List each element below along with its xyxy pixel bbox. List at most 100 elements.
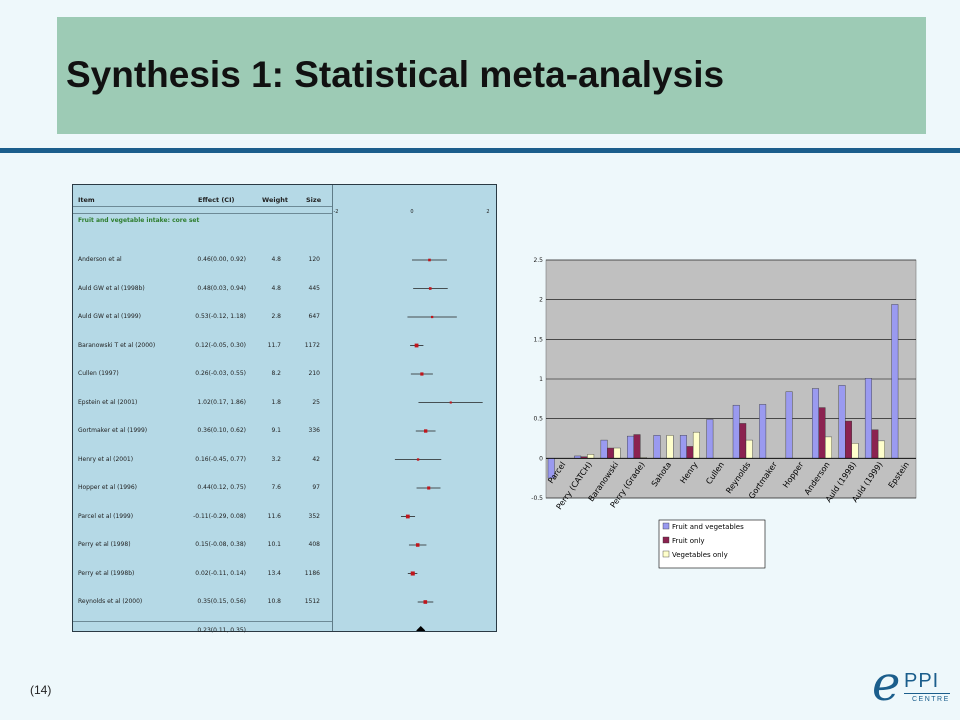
legend-label: Fruit and vegetables — [672, 523, 744, 531]
bar — [732, 404, 740, 459]
bar — [706, 419, 714, 459]
effect-marker — [415, 543, 420, 547]
weight: 3.2 — [271, 455, 281, 463]
effect-ci: 0.16(-0.45, 0.77) — [195, 455, 246, 463]
effect-marker — [410, 571, 415, 576]
y-tick-label: 1.5 — [533, 336, 543, 343]
bar — [627, 435, 634, 459]
weight: 10.1 — [267, 541, 281, 548]
weight: 1.8 — [271, 398, 281, 406]
legend-swatch — [662, 522, 670, 530]
study-name: Perry et al (1998) — [78, 541, 131, 548]
forest-tick-label: 2 — [486, 209, 489, 215]
study-name: Gortmaker et al (1999) — [78, 427, 148, 434]
effect-ci: 0.12(-0.05, 0.30) — [195, 341, 246, 349]
effect-ci: 0.02(-0.11, 0.14) — [195, 569, 246, 577]
slide-number: (14) — [30, 683, 52, 697]
logo-centre: CENTRE — [912, 696, 950, 703]
effect-ci: 0.26(-0.03, 0.55) — [195, 370, 246, 377]
effect-ci: 0.15(-0.08, 0.38) — [195, 541, 246, 548]
weight: 4.8 — [271, 256, 281, 263]
bar — [812, 388, 819, 459]
row-separator — [73, 213, 332, 214]
weight: 9.1 — [271, 427, 281, 434]
row-separator — [73, 621, 332, 622]
bar — [891, 304, 899, 459]
weight: 11.6 — [267, 512, 281, 520]
weight: 8.2 — [271, 370, 281, 377]
sample-size: 120 — [308, 256, 320, 263]
weight: 11.7 — [267, 341, 281, 349]
sample-size: 408 — [308, 541, 320, 548]
study-name: Reynolds et al (2000) — [78, 598, 143, 605]
bar — [613, 447, 621, 459]
sample-size: 1512 — [304, 598, 320, 605]
study-name: Auld GW et al (1998b) — [78, 284, 145, 292]
weight: 2.8 — [271, 313, 281, 320]
forest-tick-label: -2 — [334, 209, 339, 215]
weight: 10.8 — [267, 598, 281, 605]
weight: 13.4 — [267, 569, 281, 577]
study-name: Anderson et al — [78, 256, 122, 263]
weight: 7.6 — [271, 484, 281, 491]
bar — [864, 378, 872, 459]
y-tick-label: 2 — [539, 297, 543, 304]
eppi-logo: e PPI CENTRE — [872, 660, 952, 712]
sample-size: 210 — [308, 370, 320, 377]
slide-title: Synthesis 1: Statistical meta-analysis — [66, 54, 725, 95]
legend-swatch — [662, 536, 670, 544]
effect-ci: 0.53(-0.12, 1.18) — [195, 313, 246, 320]
logo-e: e — [872, 656, 901, 712]
group-label: Fruit and vegetable intake: core set — [78, 217, 200, 224]
header-item: Item — [78, 196, 95, 204]
bar — [692, 431, 700, 459]
bar — [739, 423, 747, 459]
forest-tick-label: 0 — [410, 209, 413, 215]
effect-ci: 0.36(0.10, 0.62) — [197, 427, 246, 434]
effect-ci: 0.46(0.00, 0.92) — [197, 256, 246, 263]
bar — [759, 404, 767, 459]
bar-chart: 2.5 2 1.5 1 0.5 0 -0.5 Parcel Perry (CATCH) Baran… — [524, 250, 924, 580]
row-separator — [73, 206, 332, 207]
bar — [587, 454, 595, 459]
effect-marker — [416, 458, 420, 461]
effect-marker — [449, 401, 452, 404]
sample-size: 1172 — [304, 341, 320, 349]
forest-plot: -2 0 2 — [334, 209, 490, 631]
study-name: Cullen (1997) — [78, 370, 119, 377]
study-name: Henry et al (2001) — [78, 455, 134, 463]
y-tick-label: 1 — [539, 376, 543, 383]
bar — [785, 391, 793, 459]
bar — [666, 435, 674, 459]
legend-swatch — [662, 550, 670, 558]
header-size: Size — [306, 196, 322, 204]
effect-marker — [414, 343, 419, 348]
effect-marker — [423, 600, 428, 604]
effect-marker — [420, 372, 424, 376]
study-name: Hopper et al (1996) — [78, 484, 138, 491]
sample-size: 445 — [308, 284, 320, 292]
bar — [745, 439, 753, 459]
effect-marker — [427, 486, 431, 490]
logo-underline — [904, 693, 950, 694]
study-name: Perry et al (1998b) — [78, 569, 135, 577]
bar — [600, 439, 608, 459]
bar — [818, 407, 826, 459]
logo-ppi: PPI — [904, 670, 940, 692]
title-rule — [0, 148, 960, 153]
legend-box — [658, 519, 766, 569]
bar — [607, 447, 615, 459]
y-tick-label: 0.5 — [533, 416, 543, 423]
study-name: Baranowski T et al (2000) — [78, 341, 156, 349]
bar — [633, 434, 641, 459]
forest-plot-table: Item Effect (CI) Weight Size Fruit and v… — [72, 184, 497, 634]
sample-size: 352 — [308, 512, 320, 520]
bar — [653, 435, 661, 459]
y-tick-label: 0 — [539, 455, 543, 462]
weight: 4.8 — [271, 284, 281, 292]
effect-ci: 1.02(0.17, 1.86) — [197, 398, 246, 406]
bar — [686, 446, 694, 459]
sample-size: 1186 — [304, 569, 320, 577]
header-effect: Effect (CI) — [198, 196, 235, 204]
